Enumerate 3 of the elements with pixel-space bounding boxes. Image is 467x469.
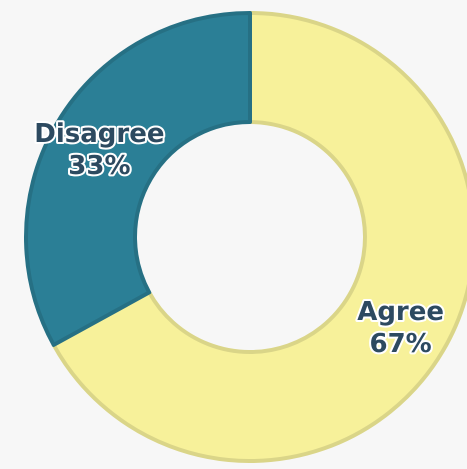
data-label: 67%	[370, 329, 432, 360]
data-label: 33%	[68, 150, 130, 181]
slice-label: Agree	[357, 297, 444, 328]
